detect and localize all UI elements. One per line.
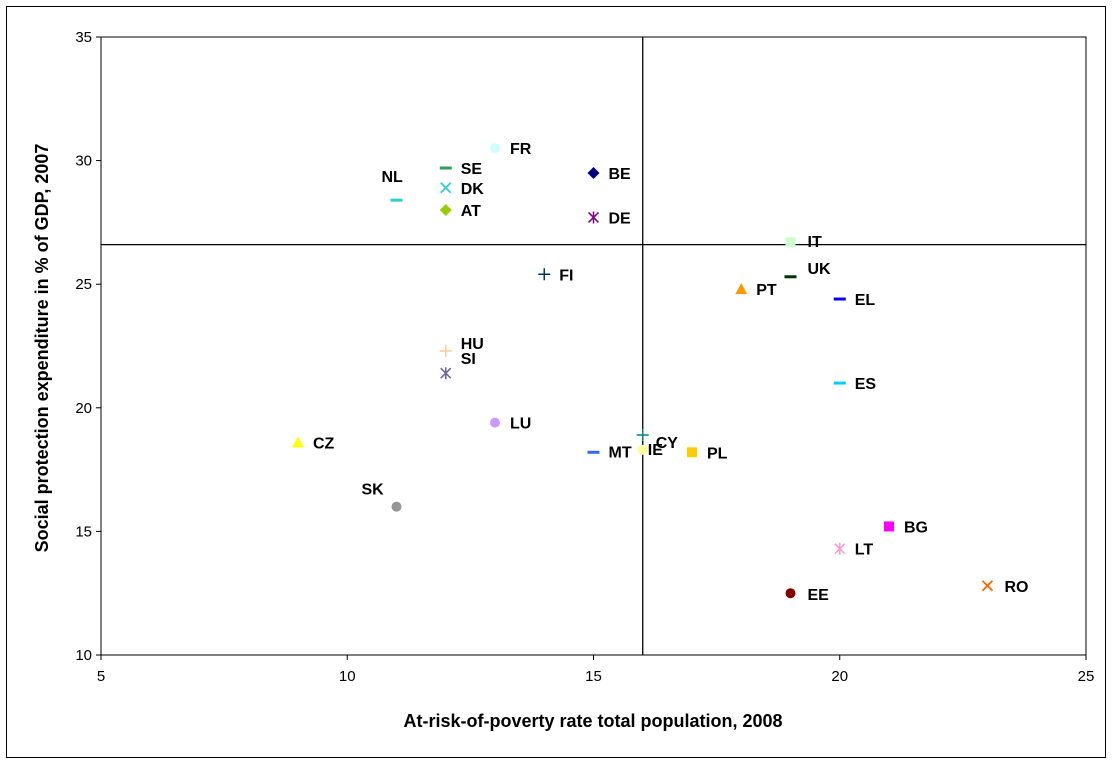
point-label-dk: DK xyxy=(461,181,485,198)
point-label-lt: LT xyxy=(855,542,874,559)
point-dk xyxy=(440,182,452,194)
point-label-be: BE xyxy=(609,166,632,183)
x-tick-label: 25 xyxy=(1078,668,1095,685)
y-tick-label: 10 xyxy=(75,647,92,664)
point-de xyxy=(587,211,600,224)
point-fi xyxy=(538,268,551,281)
point-label-it: IT xyxy=(808,234,822,251)
point-label-hu: HU xyxy=(461,336,484,353)
point-label-at: AT xyxy=(461,203,481,220)
y-tick-label: 15 xyxy=(75,523,92,540)
x-tick-label: 15 xyxy=(585,668,602,685)
y-tick-label: 20 xyxy=(75,400,92,417)
point-label-cy: CY xyxy=(656,435,679,452)
point-si xyxy=(440,367,452,380)
point-label-ie: IE xyxy=(648,442,663,459)
point-cy xyxy=(636,428,649,441)
point-ro xyxy=(981,580,994,592)
point-sk xyxy=(391,501,402,512)
x-tick-label: 5 xyxy=(97,668,105,685)
point-label-ro: RO xyxy=(1005,579,1029,596)
point-at xyxy=(439,204,452,217)
x-tick-label: 20 xyxy=(831,668,848,685)
point-lt xyxy=(834,542,846,555)
point-hu xyxy=(439,344,452,357)
y-tick-label: 35 xyxy=(75,29,92,46)
point-label-nl: NL xyxy=(382,169,404,186)
point-label-mt: MT xyxy=(609,444,632,461)
y-axis-title: Social protection expenditure in % of GD… xyxy=(32,144,52,553)
point-pl xyxy=(687,447,697,458)
point-label-cz: CZ xyxy=(313,435,335,452)
x-axis-title: At-risk-of-poverty rate total population… xyxy=(403,711,782,731)
point-label-si: SI xyxy=(461,351,476,368)
point-it xyxy=(785,237,796,248)
point-be xyxy=(587,166,600,179)
point-ee xyxy=(785,588,796,599)
point-label-bg: BG xyxy=(904,519,928,536)
plot-area: 10 15 20 25 30 35 5 10 15 20 25 FR SE BE DK NL AT DE IT UK F… xyxy=(75,29,1094,685)
chart-frame xyxy=(6,6,1106,758)
y-tick-label: 25 xyxy=(75,276,92,293)
point-label-lu: LU xyxy=(510,416,531,433)
point-bg xyxy=(884,521,894,532)
point-label-pl: PL xyxy=(707,445,728,462)
point-label-el: EL xyxy=(855,292,876,309)
point-label-pt: PT xyxy=(756,282,777,299)
plot-border xyxy=(100,36,1087,656)
point-label-fi: FI xyxy=(559,267,573,284)
point-label-de: DE xyxy=(609,210,632,227)
point-cz xyxy=(292,436,304,448)
point-label-se: SE xyxy=(461,161,483,178)
point-ie xyxy=(637,444,648,455)
point-label-es: ES xyxy=(855,376,877,393)
point-label-fr: FR xyxy=(510,141,532,158)
point-label-uk: UK xyxy=(808,261,832,278)
x-tick-label: 10 xyxy=(339,668,356,685)
point-fr xyxy=(490,143,500,154)
point-pt xyxy=(735,283,748,295)
y-tick-label: 30 xyxy=(75,153,92,170)
point-label-sk: SK xyxy=(362,482,385,499)
point-label-ee: EE xyxy=(808,587,830,604)
point-lu xyxy=(490,417,500,428)
